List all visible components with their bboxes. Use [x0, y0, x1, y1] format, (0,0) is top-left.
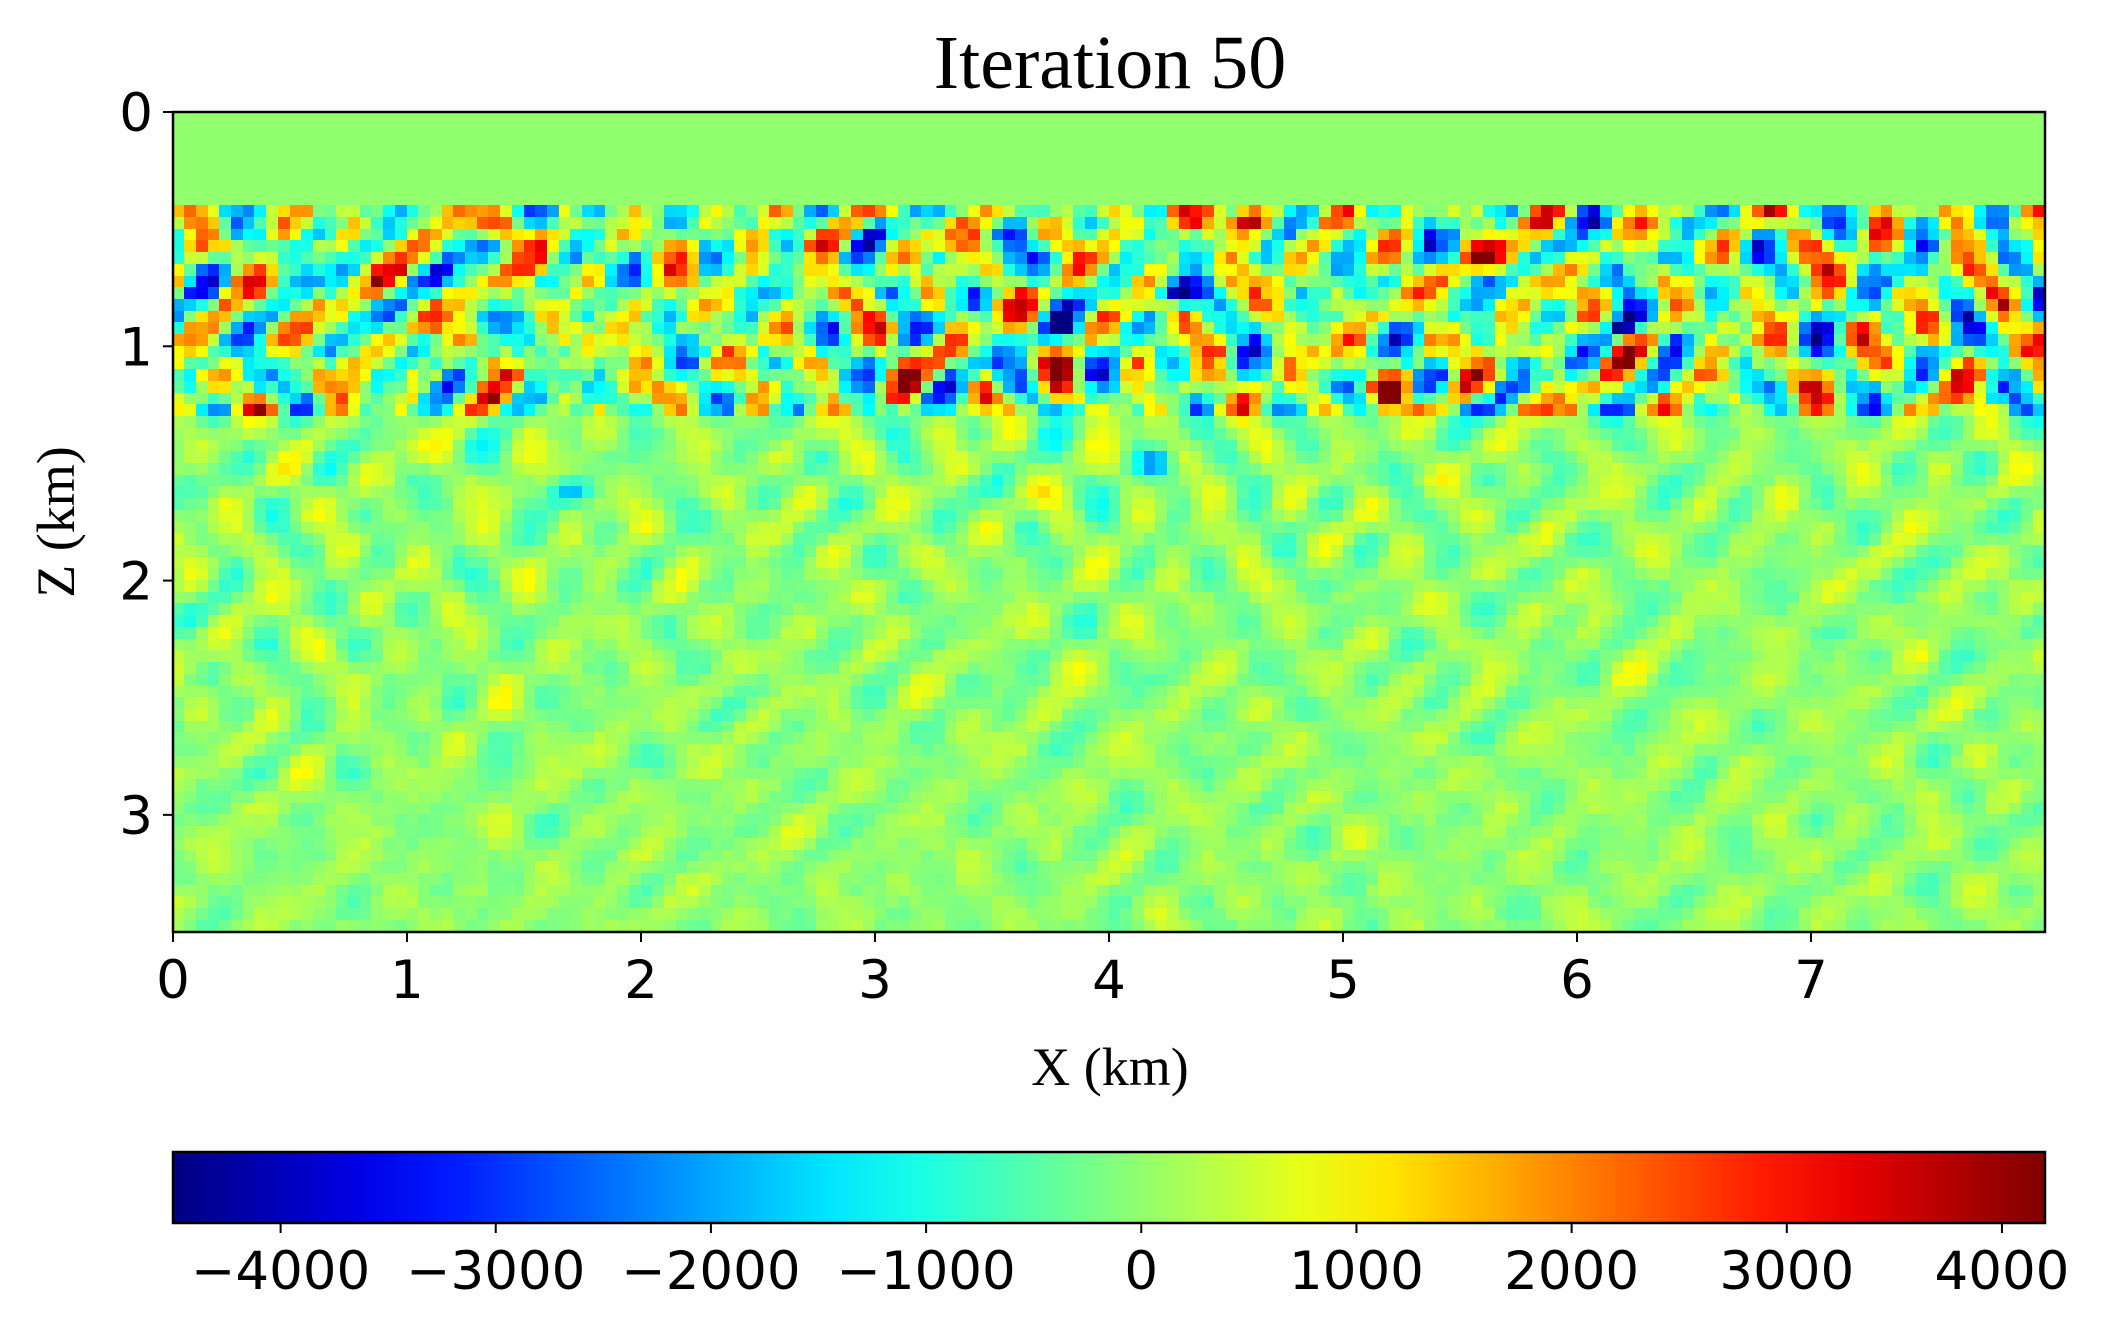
y-tick-label: 1 [119, 317, 153, 378]
colorbar-tick-label: −2000 [621, 1241, 800, 1302]
colorbar-tick-label: 4000 [1935, 1241, 2070, 1302]
colorbar-tick-label: −1000 [836, 1241, 1015, 1302]
y-axis: 0 1 2 3 [119, 83, 173, 847]
x-tick-label: 2 [624, 950, 658, 1011]
y-axis-label: Z (km) [26, 446, 86, 597]
x-tick-label: 3 [858, 950, 892, 1011]
y-tick-label: 3 [119, 786, 153, 847]
colorbar [171, 1150, 2047, 1225]
colorbar-tick-label: −3000 [406, 1241, 585, 1302]
x-tick-label: 4 [1092, 950, 1126, 1011]
y-tick-label: 2 [119, 552, 153, 613]
x-tick-label: 7 [1794, 950, 1828, 1011]
chart-title: Iteration 50 [934, 21, 1286, 105]
colorbar-tick-label: −4000 [191, 1241, 370, 1302]
x-tick-label: 6 [1560, 950, 1594, 1011]
colorbar-tick-label: 3000 [1719, 1241, 1854, 1302]
x-axis: 0 1 2 3 4 5 6 7 [156, 932, 1828, 1011]
colorbar-tick-label: 1000 [1289, 1241, 1424, 1302]
x-tick-label: 0 [156, 950, 190, 1011]
colorbar-axis: −4000 −3000 −2000 −1000 0 1000 2000 3000 4000 [191, 1223, 2069, 1302]
colorbar-tick-label: 2000 [1504, 1241, 1639, 1302]
heatmap-image [173, 112, 2045, 932]
y-tick-label: 0 [119, 83, 153, 144]
colorbar-tick-label: 0 [1124, 1241, 1158, 1302]
x-tick-label: 1 [390, 950, 424, 1011]
x-tick-label: 5 [1326, 950, 1360, 1011]
x-axis-label: X (km) [1031, 1037, 1188, 1097]
